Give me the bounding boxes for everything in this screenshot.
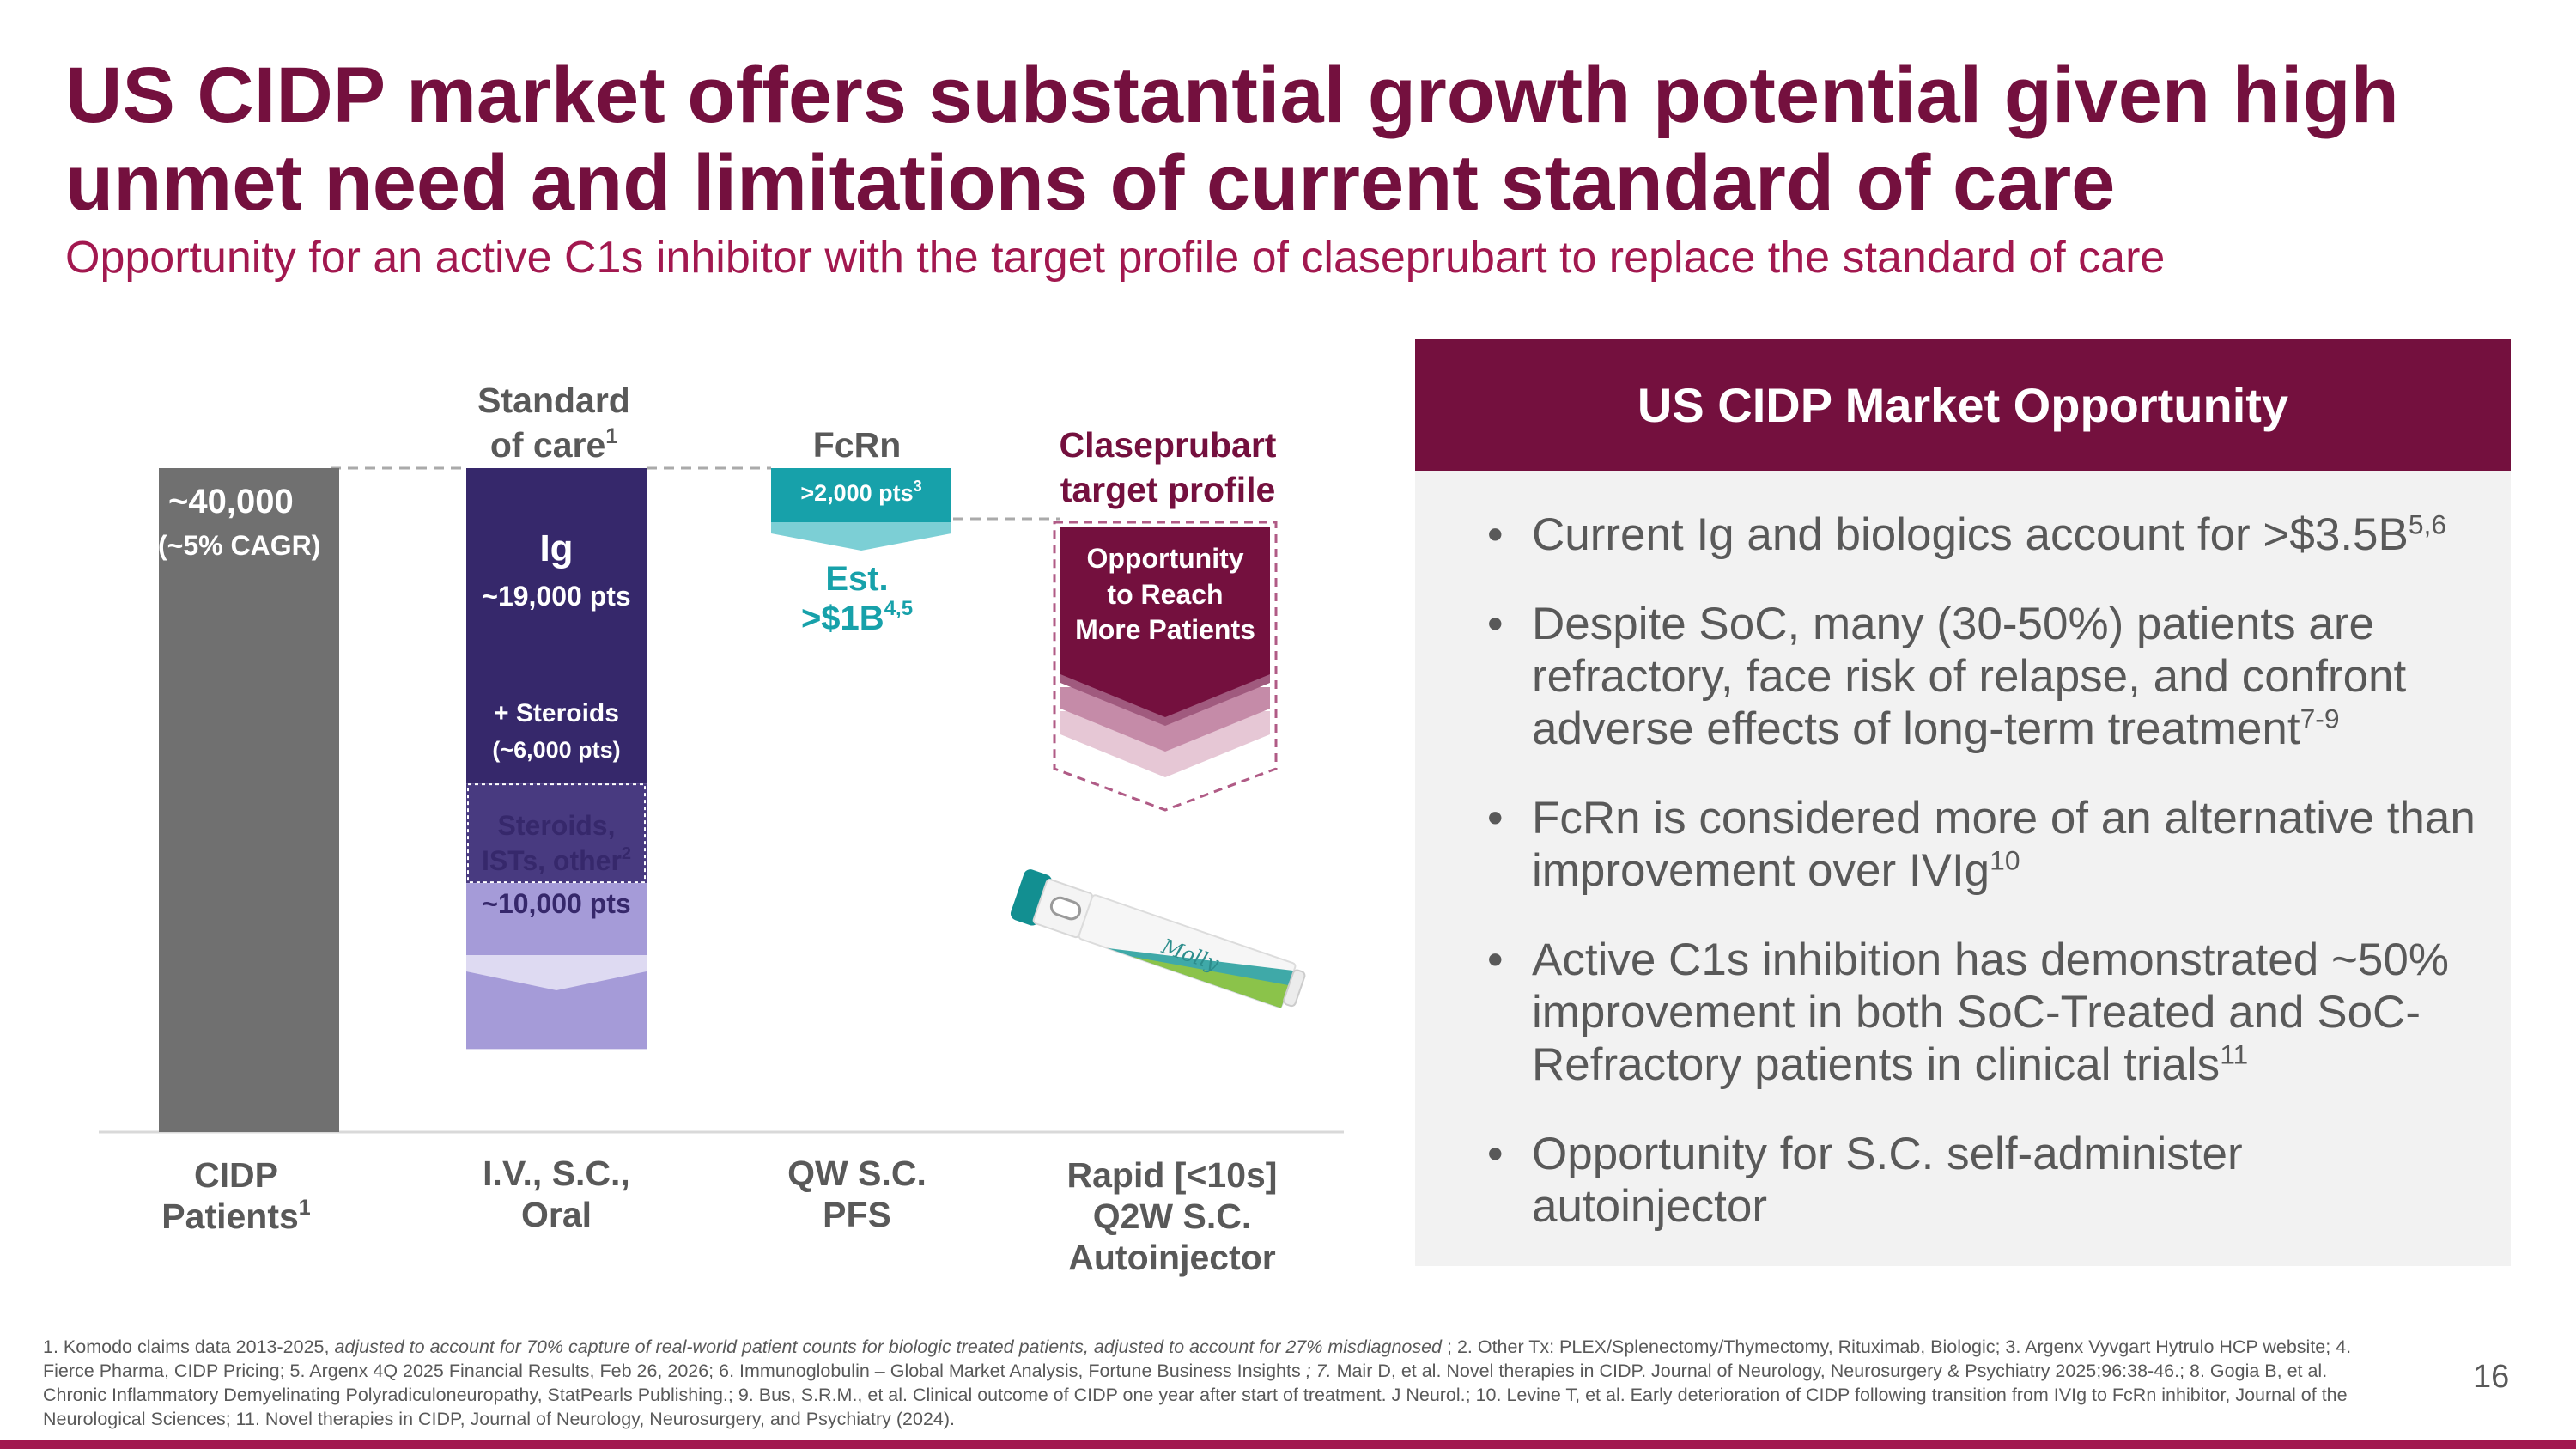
bullet-item: • FcRn is considered more of an alternati…: [1451, 792, 2507, 897]
header-soc-sup: 1: [605, 424, 617, 448]
steroids-pts-label: (~6,000 pts): [492, 737, 620, 763]
category-clase-line3: Autoinjector: [1068, 1238, 1275, 1277]
other-pts-label: ~10,000 pts: [482, 888, 630, 919]
bullet-dot: •: [1487, 935, 1504, 985]
footnote-part3: ; 2. Other Tx: PLEX/Splenectomy/Thymecto…: [43, 1336, 2352, 1381]
bar-cidp-patients: [159, 468, 339, 1132]
fcrn-pts-label: >2,000 pts3: [800, 478, 921, 506]
bar-fcrn: [771, 468, 951, 523]
bullet-line: FcRn is considered more of an alternativ…: [1532, 793, 2476, 843]
opportunity-label-line2: to Reach: [1107, 579, 1223, 610]
other-label-line2: ISTs, other2: [482, 844, 631, 876]
ig-pts-label: ~19,000 pts: [482, 581, 630, 612]
category-clase-line1: Rapid [<10s]: [1067, 1155, 1278, 1195]
bullet-line: Despite SoC, many (30-50%) patients are: [1532, 599, 2374, 649]
footnote-part2: adjusted to account for 70% capture of r…: [334, 1336, 1443, 1357]
opportunity-dashed-outline: [1053, 521, 1278, 812]
header-clase-line2: target profile: [1060, 470, 1276, 509]
bullet-list: • Current Ig and biologics account for >$…: [1451, 508, 2507, 1269]
panel-body: • Current Ig and biologics account for >$…: [1415, 471, 2511, 1266]
autoinjector-image: Molly: [1010, 869, 1306, 1008]
other-label-text: ISTs, other: [482, 845, 622, 876]
bullet-line: adverse effects of long-term treatment: [1532, 703, 2300, 754]
bullet-ref: 5,6: [2408, 508, 2447, 540]
est-label: Est.: [825, 560, 888, 598]
category-cidp-line1: CIDP: [194, 1155, 278, 1195]
fcrn-chevron: [771, 522, 951, 551]
est-value-sup: 4,5: [884, 597, 913, 620]
soc-chevron: [466, 955, 647, 990]
bullet-line: Current Ig and biologics account for >$3…: [1532, 509, 2409, 560]
bullet-line: improvement in both SoC-Treated and SoC-: [1532, 987, 2421, 1038]
bullet-line: Refractory patients in clinical trials: [1532, 1039, 2221, 1090]
page-number: 16: [2473, 1359, 2510, 1395]
category-fcrn-line2: PFS: [823, 1195, 891, 1234]
category-cidp-line2: Patients1: [161, 1196, 311, 1236]
opportunity-main-shape: [1060, 527, 1270, 717]
category-clase-line2: Q2W S.C.: [1093, 1196, 1252, 1236]
bullet-dot: •: [1487, 793, 1504, 843]
category-cidp-text: Patients: [161, 1196, 299, 1236]
category-fcrn-line1: QW S.C.: [787, 1154, 927, 1193]
bullet-item: • Active C1s inhibition has demonstrated …: [1451, 934, 2507, 1091]
bullet-line: Opportunity for S.C. self-administer: [1532, 1129, 2243, 1179]
bullet-dot: •: [1487, 509, 1504, 560]
bullet-ref: 7-9: [2300, 703, 2340, 734]
category-soc-line2: Oral: [521, 1195, 592, 1234]
bullet-line: Active C1s inhibition has demonstrated ~…: [1532, 935, 2449, 985]
header-clase-line1: Claseprubart: [1060, 425, 1277, 465]
fcrn-pts-text: >2,000 pts: [800, 480, 913, 506]
footnote-part4: ; 7.: [1305, 1361, 1332, 1381]
header-soc-line1: Standard: [477, 381, 630, 420]
est-value-text: >$1B: [801, 600, 884, 637]
bullet-line: improvement over IVIg: [1532, 845, 1990, 896]
opportunity-label-line1: Opportunity: [1086, 543, 1243, 574]
header-soc-text: of care: [490, 425, 605, 465]
page-subtitle: Opportunity for an active C1s inhibitor …: [65, 233, 2166, 283]
market-chart: ~40,000 (~5% CAGR) Ig ~19,000 pts + Ster…: [99, 381, 1344, 1277]
footnote: 1. Komodo claims data 2013-2025, adjuste…: [43, 1335, 2396, 1431]
ig-label: Ig: [539, 527, 573, 569]
est-value-label: >$1B4,5: [801, 597, 913, 637]
bullet-dot: •: [1487, 599, 1504, 649]
bullet-line: refractory, face risk of relapse, and co…: [1532, 651, 2407, 702]
total-value-label: ~40,000: [168, 483, 294, 521]
cagr-label: (~5% CAGR): [158, 530, 320, 561]
bullet-dot: •: [1487, 1129, 1504, 1179]
header-fcrn: FcRn: [813, 425, 902, 465]
steroids-label: + Steroids: [494, 699, 619, 728]
bottom-bar: [0, 1440, 2576, 1449]
bullet-ref: 11: [2220, 1038, 2249, 1070]
footnote-part5: Mair D, et al. Novel therapies in CIDP. …: [43, 1361, 2348, 1429]
other-label-line1: Steroids,: [498, 810, 616, 841]
bullet-line: autoinjector: [1532, 1181, 1768, 1232]
bullet-item: • Despite SoC, many (30-50%) patients are…: [1451, 598, 2507, 755]
bar-ig: [466, 468, 647, 784]
panel-header: US CIDP Market Opportunity: [1415, 339, 2511, 471]
other-label-sup: 2: [622, 844, 631, 863]
header-soc-line2: of care1: [490, 424, 617, 465]
bar-steroids: [466, 783, 647, 884]
category-cidp-sup: 1: [299, 1196, 311, 1220]
opportunity-label-line3: More Patients: [1075, 614, 1255, 645]
bullet-item: • Current Ig and biologics account for >$…: [1451, 508, 2507, 561]
fcrn-pts-sup: 3: [914, 478, 922, 495]
category-soc-line1: I.V., S.C.,: [483, 1154, 630, 1193]
footnote-part1: 1. Komodo claims data 2013-2025,: [43, 1336, 335, 1357]
bullet-item: • Opportunity for S.C. self-administer aut…: [1451, 1128, 2507, 1233]
bullet-ref: 10: [1990, 844, 2020, 876]
page-title: US CIDP market offers substantial growth…: [65, 52, 2399, 227]
